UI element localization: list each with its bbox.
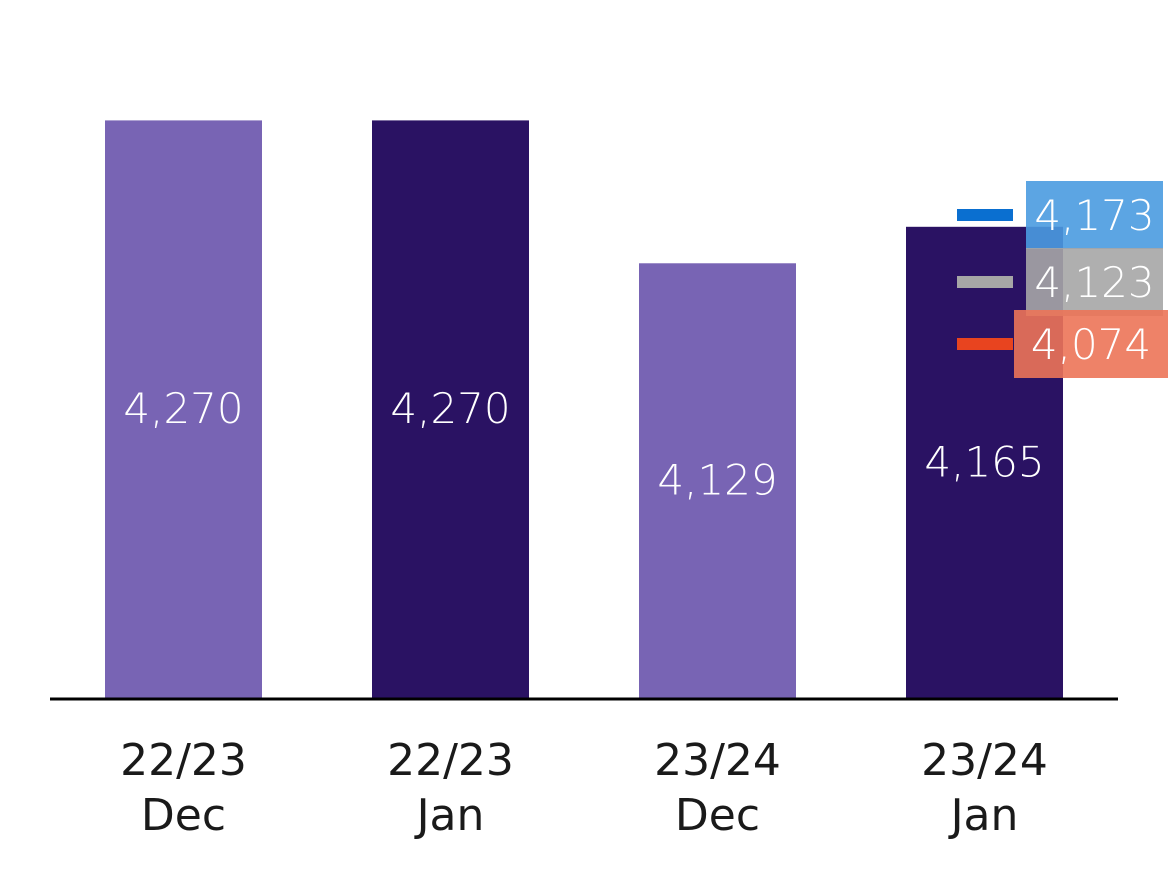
x-tick-label-line: 23/24 [654,735,781,786]
marker-label-box-3 [1014,310,1168,378]
bars-group [105,120,1063,699]
bar-3 [639,263,796,698]
markers-group: 4,173 4,123 4,074 [957,181,1168,378]
x-tick-label-line: 22/23 [387,735,514,786]
marker-label-2: 4,123 [1034,258,1154,307]
marker-label-box-1 [1026,181,1163,249]
bar-2 [372,120,529,698]
marker-line-3 [957,338,1013,350]
x-tick-label-line: Dec [141,790,226,841]
x-tick-label-2: 22/23 Jan [387,735,514,841]
bar-labels-group: 4,270 4,270 4,129 4,165 [123,384,1044,504]
x-tick-label-line: Jan [414,790,485,841]
bar-value-label-2: 4,270 [390,384,510,433]
marker-line-2 [957,276,1013,288]
marker-label-box-2 [1026,248,1163,316]
x-tick-label-line: Dec [675,790,760,841]
bar-value-label-4: 4,165 [924,437,1044,486]
x-tick-label-4: 23/24 Jan [921,735,1048,841]
bar-value-label-3: 4,129 [657,456,777,505]
bar-1 [105,120,262,698]
x-tick-label-line: 22/23 [120,735,247,786]
x-tick-label-line: 23/24 [921,735,1048,786]
bar-value-label-1: 4,270 [123,384,243,433]
x-tick-label-3: 23/24 Dec [654,735,781,841]
marker-line-1 [957,209,1013,221]
x-tick-label-1: 22/23 Dec [120,735,247,841]
marker-label-1: 4,173 [1034,191,1154,240]
marker-label-3: 4,074 [1031,320,1151,369]
x-tick-label-line: Jan [948,790,1019,841]
